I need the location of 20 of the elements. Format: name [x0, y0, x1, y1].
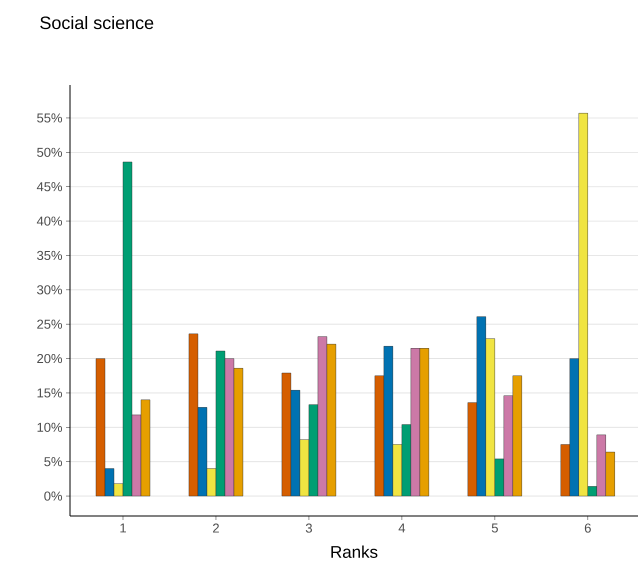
y-tick-label: 20%	[37, 354, 62, 364]
x-tick-label: 5	[492, 524, 498, 533]
y-tick-label: 40%	[36, 216, 62, 226]
y-tick-label: 30%	[37, 285, 62, 294]
y-tick-label: 5%	[44, 457, 62, 466]
chart-title: Social science	[40, 16, 154, 30]
y-tick-label: 45%	[36, 182, 62, 192]
x-axis-title: Ranks	[331, 546, 378, 558]
y-tick-label: 50%	[37, 148, 62, 157]
y-tick-label: 35%	[37, 250, 62, 260]
y-tick-label: 10%	[38, 422, 62, 432]
y-tick-label: 55%	[37, 113, 62, 123]
y-tick-label: 15%	[38, 388, 62, 398]
x-tick-label: 2	[213, 524, 219, 533]
x-tick-label: 4	[398, 524, 406, 532]
x-tick-label: 6	[584, 524, 591, 533]
x-tick-label: 3	[306, 524, 312, 533]
y-tick-label: 0%	[44, 491, 62, 501]
y-tick-label: 25%	[37, 320, 62, 329]
x-tick-label: 1	[120, 524, 126, 532]
